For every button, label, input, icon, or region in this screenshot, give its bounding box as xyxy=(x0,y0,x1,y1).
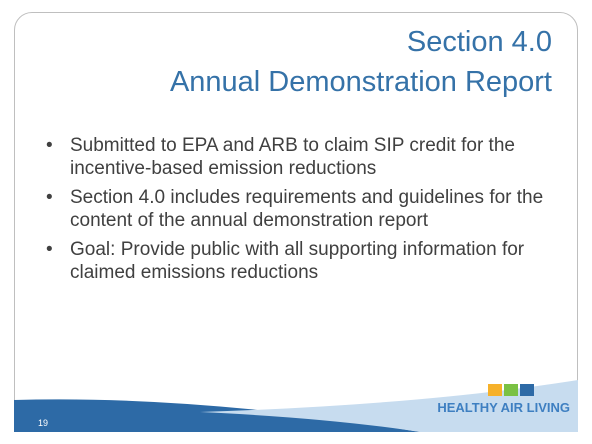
logo: HEALTHY AIR LIVING xyxy=(437,400,570,415)
bullet: Goal: Provide public with all supporting… xyxy=(44,238,544,284)
bullet: Section 4.0 includes requirements and gu… xyxy=(44,186,544,232)
title: Annual Demonstration Report xyxy=(169,66,552,98)
bullet-list: Submitted to EPA and ARB to claim SIP cr… xyxy=(44,134,544,290)
page-number: 19 xyxy=(38,418,49,428)
bullet: Submitted to EPA and ARB to claim SIP cr… xyxy=(44,134,544,180)
title: Section 4.0 xyxy=(406,26,552,58)
